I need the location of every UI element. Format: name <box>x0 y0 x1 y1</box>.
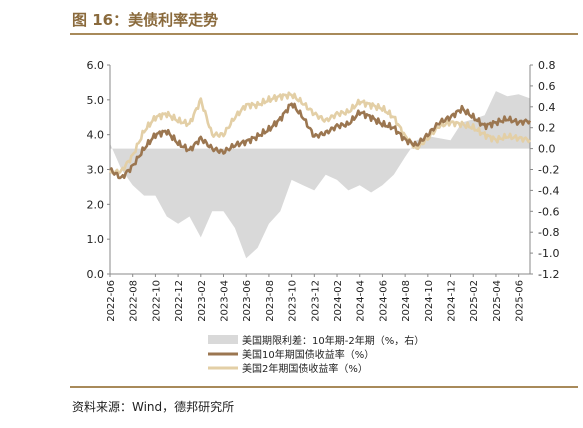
series-10y-line <box>109 102 532 180</box>
right-tick-label: 0.6 <box>538 80 556 93</box>
x-tick-label: 2024-02 <box>333 280 344 322</box>
x-tick-label: 2024-12 <box>447 280 458 322</box>
left-tick-label: 4.0 <box>87 129 105 142</box>
right-tick-label: -1.2 <box>538 268 559 281</box>
legend-2y-label: 美国2年期国债收益率（%） <box>242 362 368 375</box>
spread-area-layer <box>110 91 530 259</box>
right-tick-label: -1.0 <box>538 247 559 260</box>
top-divider <box>70 33 578 35</box>
x-tick-label: 2025-02 <box>469 280 480 322</box>
x-tick-label: 2023-02 <box>197 280 208 322</box>
figure-title: 图 16：美债利率走势 <box>72 11 219 29</box>
legend-10y-label: 美国10年期国债收益率（%） <box>242 348 374 361</box>
x-tick-label: 2024-04 <box>356 280 367 322</box>
right-tick-label: -0.4 <box>538 184 559 197</box>
legend: 美国期限利差：10年期-2年期（%，右）美国10年期国债收益率（%）美国2年期国… <box>208 334 424 375</box>
spread-area <box>110 91 530 259</box>
right-tick-label: 0.2 <box>538 122 556 135</box>
legend-spread-label: 美国期限利差：10年期-2年期（%，右） <box>242 334 424 347</box>
right-tick-label: 0.4 <box>538 101 556 114</box>
left-tick-label: 2.0 <box>87 198 105 211</box>
x-tick-label: 2024-06 <box>378 280 389 322</box>
right-tick-label: 0.8 <box>538 59 556 72</box>
x-tick-label: 2022-06 <box>106 280 117 322</box>
left-tick-label: 1.0 <box>87 233 105 246</box>
x-tick-label: 2024-08 <box>401 280 412 322</box>
x-tick-label: 2022-12 <box>174 280 185 322</box>
x-tick-label: 2023-06 <box>242 280 253 322</box>
x-tick-label: 2023-10 <box>288 280 299 322</box>
right-tick-label: -0.6 <box>538 205 559 218</box>
left-tick-label: 3.0 <box>87 164 105 177</box>
x-tick-label: 2025-06 <box>515 280 526 322</box>
right-tick-label: -0.8 <box>538 226 559 239</box>
right-tick-label: -0.2 <box>538 164 559 177</box>
x-tick-label: 2024-10 <box>424 280 435 322</box>
x-tick-label: 2023-04 <box>220 280 231 322</box>
series-2y-line <box>108 91 532 176</box>
source-note: 资料来源：Wind，德邦研究所 <box>72 400 235 414</box>
x-tick-label: 2022-08 <box>129 280 140 322</box>
yield-lines-layer <box>108 91 532 180</box>
bottom-divider <box>70 386 578 388</box>
left-tick-label: 0.0 <box>87 268 105 281</box>
legend-spread-swatch <box>208 335 238 344</box>
left-tick-label: 6.0 <box>87 59 105 72</box>
x-tick-label: 2023-08 <box>265 280 276 322</box>
left-tick-label: 5.0 <box>87 94 105 107</box>
x-tick-label: 2022-10 <box>151 280 162 322</box>
x-tick-label: 2025-04 <box>492 280 503 322</box>
x-tick-label: 2023-12 <box>310 280 321 322</box>
right-tick-label: 0.0 <box>538 143 556 156</box>
axes-layer: 0.0 1.0 2.0 3.0 4.0 5.0 6.0 -1.2 -1.0 -0.8 -0.6 -0.… <box>87 59 560 322</box>
